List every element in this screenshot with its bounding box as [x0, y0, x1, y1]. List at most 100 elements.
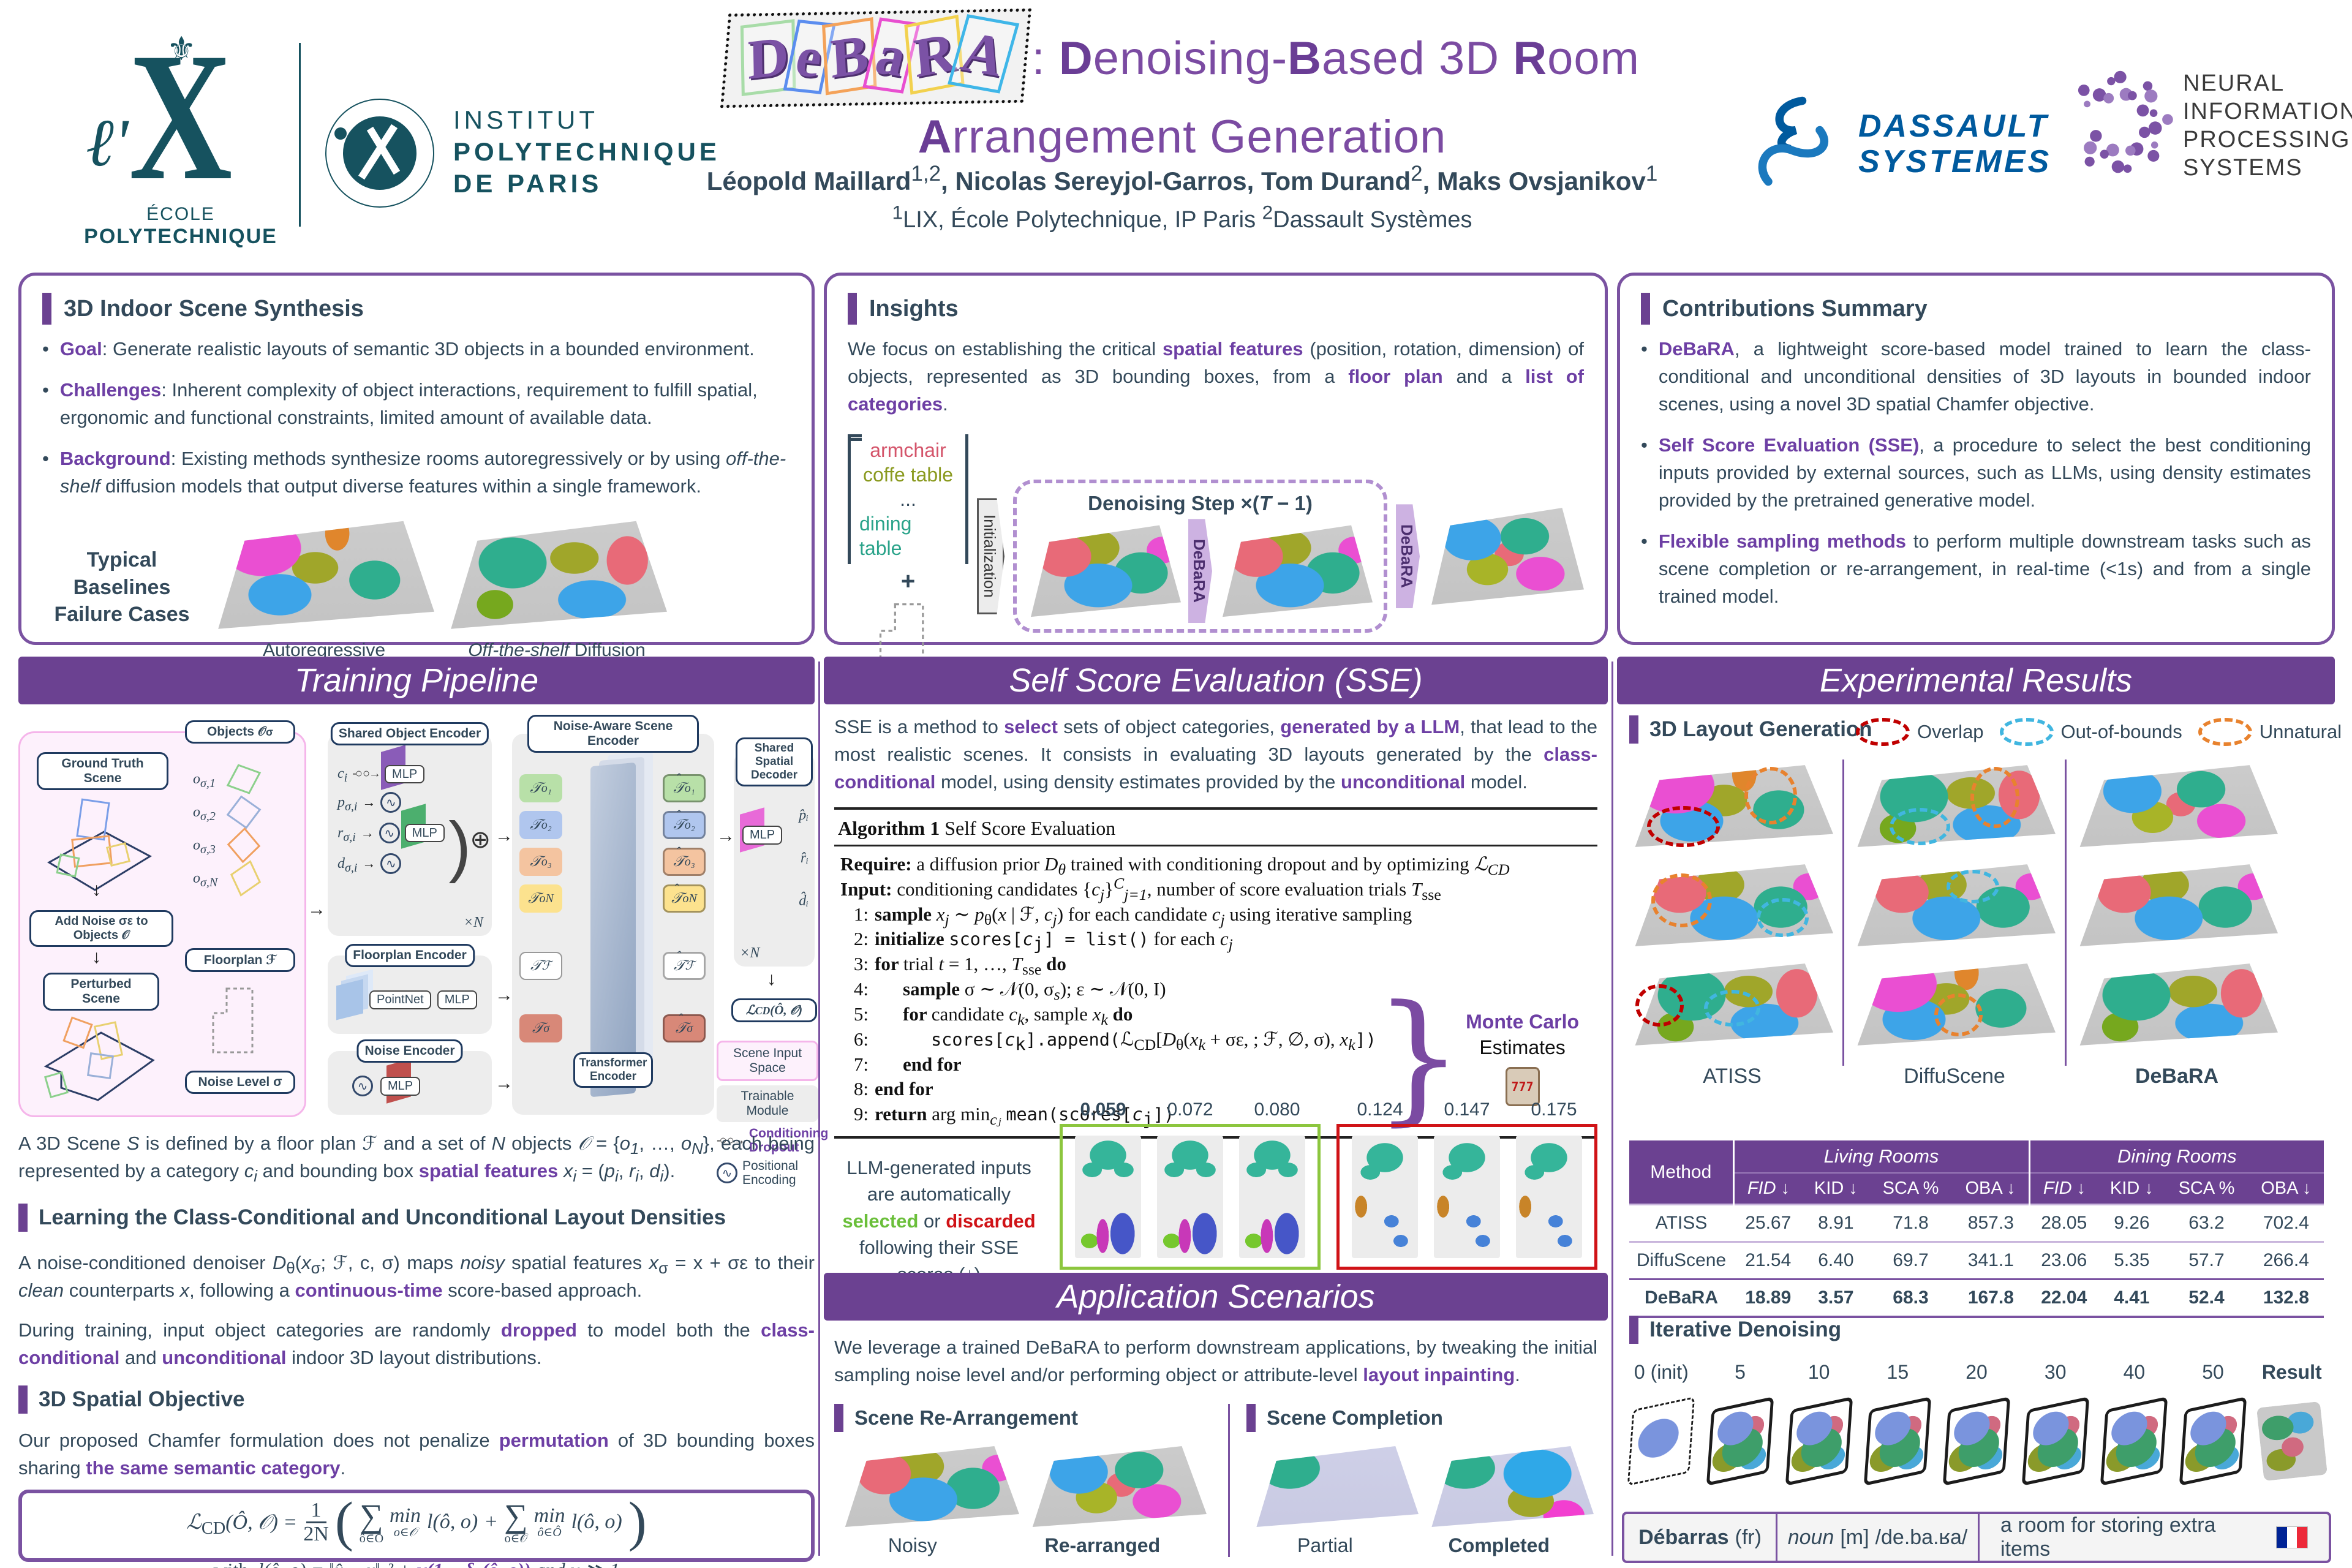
denoising-thumbnail	[2100, 1396, 2168, 1487]
title-block: DeBaRA : Denoising-Based 3D Room Arrange…	[704, 8, 1660, 164]
generated-scene	[1631, 760, 1833, 853]
iteration-label: Result	[2261, 1361, 2322, 1383]
objects-label: Objects 𝒪	[206, 725, 266, 739]
discarded-group: 0.124 0.147 0.175	[1336, 1099, 1597, 1270]
plan-thumbnail	[1157, 1136, 1223, 1258]
monte-carlo-label: Monte Carlo	[1466, 1011, 1579, 1033]
scene-rearranged	[1029, 1441, 1207, 1532]
sse-figure: LLM-generated inputs are automatically s…	[834, 1099, 1597, 1287]
category-list: armchair coffe table... dining table	[848, 434, 969, 564]
iteration-label: 30	[2044, 1361, 2067, 1383]
generated-scene	[2076, 859, 2278, 952]
discarded-scores: 0.124 0.147 0.175	[1336, 1099, 1597, 1120]
scene-completed	[1428, 1441, 1594, 1532]
label-completed: Completed	[1448, 1534, 1550, 1556]
dassault-line1: DASSAULT	[1858, 108, 2049, 144]
ipp-text: INSTITUT POLYTECHNIQUE DE PARIS	[453, 104, 720, 200]
neurips-line: NEURAL	[2183, 70, 2285, 96]
layout-generation-grid: ATISS DiffuScene DeBaRA	[1622, 760, 2331, 1088]
ipp-logo-icon	[325, 99, 434, 208]
subhead-densities: Learning the Class-Conditional and Uncon…	[18, 1204, 815, 1232]
method-column: ATISS	[1622, 760, 1842, 1088]
denoising-thumbnail	[1706, 1396, 1774, 1487]
neurips-text: NEURAL INFORMATION PROCESSING SYSTEMS	[2183, 69, 2352, 182]
algorithm-title: Algorithm 1 Self Score Evaluation	[834, 816, 1597, 846]
iteration-label: 50	[2202, 1361, 2224, 1383]
annotation-ellipse	[1946, 870, 1999, 903]
slot-machine-icon: 777	[1505, 1066, 1540, 1106]
positional-encoding-icon: ∿	[352, 1076, 373, 1096]
annotation-ellipse	[1970, 767, 2019, 829]
f-lhs-rest: (Ô, 𝒪) =	[225, 1511, 298, 1534]
object-item: oσ,1	[193, 764, 262, 794]
ipp-line: DE PARIS	[453, 169, 603, 198]
conditioning-dropout-icon: -○ ○→	[352, 767, 381, 780]
plus-sign: +	[900, 567, 916, 595]
ipp-line: INSTITUT	[453, 105, 598, 134]
scene-autoregressive	[214, 514, 434, 636]
iteration-label: 15	[1887, 1361, 1909, 1383]
header-experimental-results: Experimental Results	[1617, 657, 2335, 704]
arrow-down: ↓	[767, 969, 776, 989]
paragraph-scene-def: A 3D Scene S is defined by a floor plan …	[18, 1133, 815, 1186]
dassault-line2: SYSTEMES	[1858, 144, 2052, 179]
scene-noisy	[842, 1441, 1019, 1532]
section-bar	[42, 293, 51, 325]
crest-icon: ⚜	[167, 31, 197, 67]
legend-out-of-bounds: Out-of-bounds	[1999, 718, 2182, 746]
neurips-swirl-icon	[2078, 70, 2173, 173]
algorithm-lines: Require: a diffusion prior Dθ trained wi…	[834, 853, 1597, 1128]
legend-item: ∿ Positional Encoding	[717, 1159, 818, 1187]
french-flag-icon	[2276, 1526, 2308, 1548]
f-num: 1	[306, 1499, 326, 1523]
mlp-pill: MLP	[404, 824, 445, 842]
sse-score: 0.175	[1531, 1099, 1577, 1120]
legend-item: -○ ○→ Conditioning Dropout	[717, 1126, 829, 1155]
ecole-polytechnique-logo: ⚜ ℓ' X ÉCOLE POLYTECHNIQUE	[80, 24, 282, 248]
iteration-label: 40	[2123, 1361, 2146, 1383]
positional-encoding-icon: ∿	[380, 792, 402, 813]
insights-diagram: armchair coffe table... dining table + Ini…	[848, 434, 1584, 679]
label-rearranged: Re-arranged	[1044, 1534, 1161, 1556]
times-n: ×N	[463, 914, 483, 930]
title-line-1: : Denoising-Based 3D Room	[1031, 32, 1640, 85]
loss-pill: ℒ CD (Ô, 𝒪)	[731, 998, 817, 1022]
positional-encoding-icon: ∿	[379, 823, 400, 843]
denoising-thumbnail	[1627, 1396, 1695, 1487]
token-chip: 𝒯o₂	[663, 807, 706, 839]
category-item: ...	[900, 488, 916, 510]
plan-thumbnail	[1434, 1136, 1500, 1258]
token-chip: 𝒯σ	[663, 1011, 706, 1042]
label-noisy: Noisy	[888, 1534, 937, 1556]
scene-partial	[1253, 1441, 1419, 1532]
sse-score: 0.080	[1254, 1099, 1300, 1120]
scene-mid-step	[1219, 519, 1373, 623]
bullet-item: DeBaRA, a lightweight score-based model …	[1641, 336, 2311, 418]
encoder-row: dσ,i → ∿	[337, 853, 492, 874]
scene-offtheshelf	[447, 514, 667, 636]
sse-paragraph: SSE is a method to select sets of object…	[834, 716, 1597, 793]
algorithm-box: Algorithm 1 Self Score Evaluation Requir…	[834, 807, 1597, 1139]
pointcloud-glyph	[336, 979, 363, 1020]
f-min1: min	[390, 1504, 421, 1528]
decoder-output-p: p̂ᵢ	[799, 807, 809, 823]
legend-item: Scene Input Space	[717, 1041, 818, 1081]
completion-scenes	[1250, 1441, 1597, 1532]
f-term2: l(ô, o)	[571, 1510, 622, 1534]
results-table-wrap: Method Living Rooms Dining Rooms FID ↓ KID ↓…	[1629, 1140, 2324, 1318]
ecole-line2: POLYTECHNIQUE	[84, 225, 277, 248]
annotation-ellipse	[1756, 897, 1809, 937]
denoising-step-label: Denoising Step ×(T − 1)	[1088, 492, 1313, 515]
label-partial: Partial	[1297, 1534, 1353, 1556]
neurips-line: PROCESSING	[2183, 127, 2351, 153]
floorplan-pill: Floorplan ℱ	[185, 948, 295, 972]
floorplan-encoder: Floorplan Encoder PointNet MLP	[328, 944, 492, 1034]
affiliations: 1LIX, École Polytechnique, IP Paris 2Das…	[892, 201, 1472, 233]
insights-paragraph: We focus on establishing the critical sp…	[848, 338, 1585, 415]
completion-title: Scene Completion	[1267, 1406, 1443, 1429]
token-chip: 𝒯o₃	[663, 844, 706, 876]
